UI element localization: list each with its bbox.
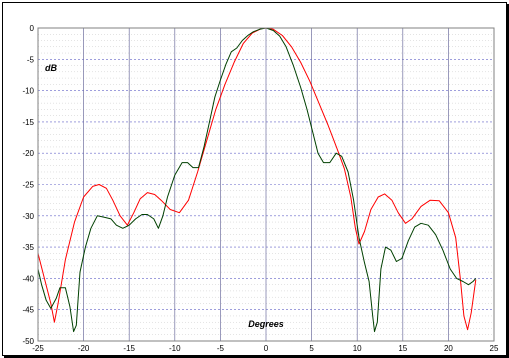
x-tick-label: -15 bbox=[123, 344, 135, 353]
y-tick-label: -35 bbox=[22, 243, 34, 252]
x-tick-label: 5 bbox=[309, 344, 314, 353]
y-tick-label: -40 bbox=[22, 274, 34, 283]
y-tick-label: 0 bbox=[30, 24, 35, 33]
x-tick-label: 25 bbox=[490, 344, 499, 353]
x-tick-label: -25 bbox=[32, 344, 44, 353]
x-tick-label: 10 bbox=[353, 344, 362, 353]
x-tick-label: 0 bbox=[264, 344, 269, 353]
line-chart: 0-5-10-15-20-25-30-35-40-45-50-25 -20 -15-… bbox=[22, 24, 499, 353]
x-tick-label: -10 bbox=[169, 344, 181, 353]
x-tick-label: 20 bbox=[444, 344, 453, 353]
y-tick-label: -45 bbox=[22, 306, 34, 315]
y-tick-label: -15 bbox=[22, 118, 34, 127]
series-line-2 bbox=[37, 27, 477, 333]
x-tick-label: -5 bbox=[217, 344, 225, 353]
x-tick-label: 15 bbox=[398, 344, 407, 353]
y-tick-label: -10 bbox=[22, 87, 34, 96]
x-tick-label: -20 bbox=[78, 344, 90, 353]
y-tick-label: -5 bbox=[27, 55, 35, 64]
tick-labels: 0-5-10-15-20-25-30-35-40-45-50-25 -20 -15-… bbox=[22, 24, 499, 353]
gridlines bbox=[37, 27, 495, 342]
y-tick-label: -30 bbox=[22, 212, 34, 221]
y-tick-label: -50 bbox=[22, 337, 34, 346]
y-tick-label: -20 bbox=[22, 149, 34, 158]
y-axis-label: dB bbox=[45, 63, 57, 73]
y-tick-label: -25 bbox=[22, 181, 34, 190]
x-axis-label: Degrees bbox=[248, 319, 284, 329]
plot-border bbox=[37, 27, 495, 342]
